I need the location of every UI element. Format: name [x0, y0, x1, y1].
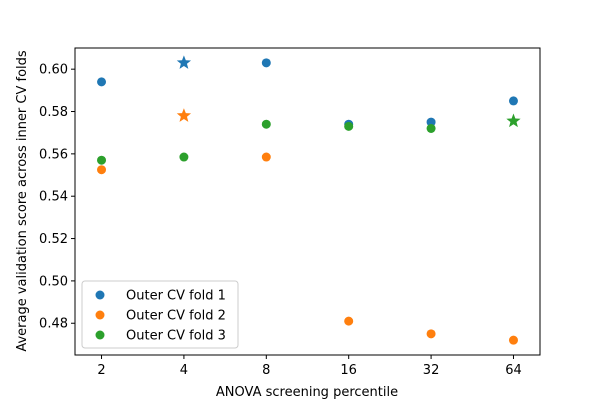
x-tick-label: 32 [423, 363, 440, 378]
x-tick-label: 8 [262, 363, 270, 378]
best-score-star [176, 55, 192, 69]
data-point [426, 123, 436, 133]
x-axis-ticks: 2 4 8 16 32 64 [97, 355, 522, 378]
x-tick-label: 16 [340, 363, 357, 378]
y-axis-label: Average validation score across inner CV… [15, 50, 30, 352]
data-point [426, 329, 436, 339]
data-point [344, 316, 354, 326]
y-tick-label: 0.60 [39, 63, 68, 78]
legend-label: Outer CV fold 1 [126, 289, 226, 304]
x-tick-label: 2 [97, 363, 105, 378]
best-score-star [506, 113, 521, 128]
data-point [97, 155, 107, 165]
data-point [179, 152, 189, 162]
y-axis-ticks: 0.48 0.50 0.52 0.54 0.56 0.58 0.60 [39, 63, 75, 332]
legend-label: Outer CV fold 3 [126, 329, 226, 344]
y-tick-label: 0.54 [39, 190, 68, 205]
y-tick-label: 0.52 [39, 232, 68, 247]
legend-marker [95, 290, 105, 300]
y-tick-label: 0.56 [39, 147, 68, 162]
data-point [261, 58, 271, 68]
plot-area [97, 55, 521, 345]
legend-marker [95, 310, 105, 320]
data-point [508, 335, 518, 345]
x-axis-label: ANOVA screening percentile [216, 385, 398, 400]
x-tick-label: 64 [505, 363, 522, 378]
y-tick-label: 0.48 [39, 317, 68, 332]
legend-box [81, 280, 239, 349]
y-tick-label: 0.50 [39, 274, 68, 289]
data-point [261, 152, 271, 162]
best-score-star [176, 108, 192, 122]
y-tick-label: 0.58 [39, 105, 68, 120]
data-point [97, 165, 107, 175]
legend-label: Outer CV fold 2 [126, 309, 226, 324]
legend-marker [95, 330, 105, 340]
data-point [261, 119, 271, 129]
data-point [344, 121, 354, 131]
data-point [97, 77, 107, 87]
axes-frame [74, 47, 541, 356]
x-tick-label: 4 [180, 363, 188, 378]
data-point [508, 96, 518, 106]
legend: Outer CV fold 1 Outer CV fold 2 Outer CV f… [81, 280, 239, 349]
data-point [426, 117, 436, 127]
